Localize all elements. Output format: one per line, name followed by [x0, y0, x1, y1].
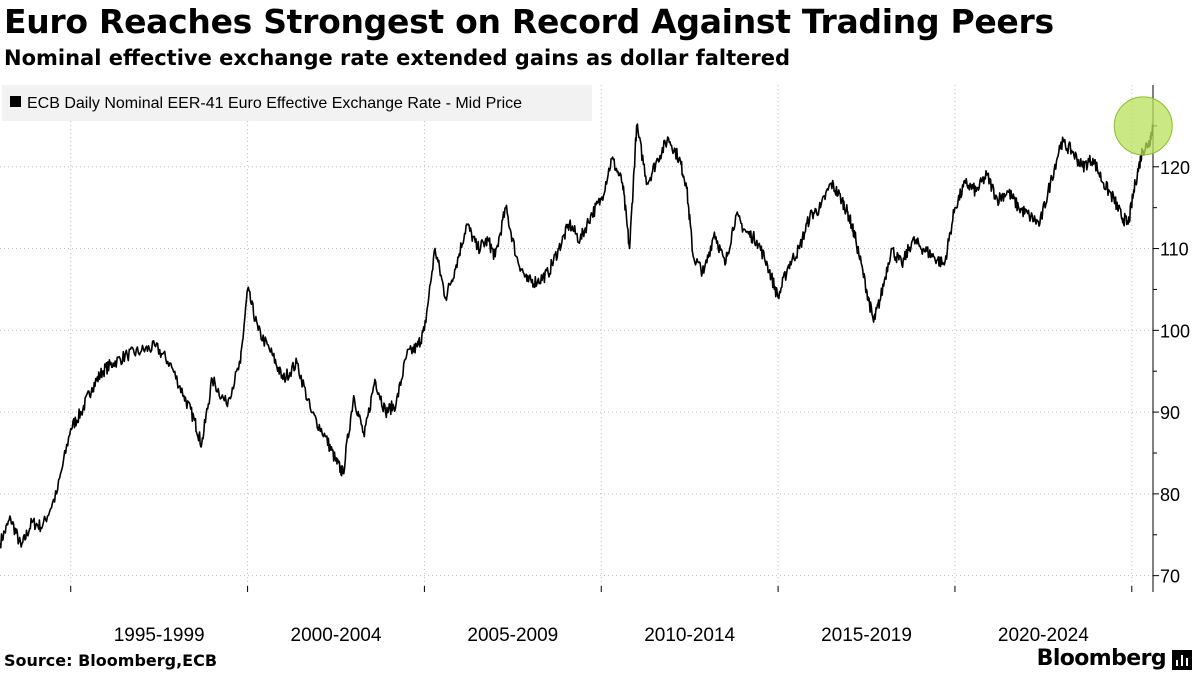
record-highlight-circle: [1113, 96, 1173, 156]
source-note: Source: Bloomberg,ECB: [4, 651, 218, 670]
chart-title: Euro Reaches Strongest on Record Against…: [4, 2, 1054, 41]
y-tick-label: 100: [1160, 321, 1190, 341]
y-axis: 70 80 90 100 110 120: [1152, 85, 1190, 592]
x-tick-label: 2000-2004: [291, 625, 382, 646]
legend-swatch: [10, 96, 21, 107]
x-tick-label: 1995-1999: [114, 625, 205, 646]
y-tick-label: 80: [1160, 485, 1180, 505]
legend-background: [2, 85, 592, 121]
x-tick-label: 2010-2014: [644, 625, 735, 646]
series: [0, 123, 1154, 549]
series-line: [0, 123, 1154, 549]
x-axis-labels: 1995-1999 2000-2004 2005-2009 2010-2014 2015…: [114, 625, 1089, 646]
y-tick-label: 70: [1160, 567, 1180, 587]
grid: [0, 85, 1153, 592]
legend: ECB Daily Nominal EER-41 Euro Effective …: [2, 85, 592, 121]
y-tick-label: 110: [1160, 240, 1189, 260]
x-tick-label: 2015-2019: [821, 625, 912, 646]
y-tick-label: 120: [1160, 158, 1190, 178]
x-tick-label: 2005-2009: [467, 625, 558, 646]
brand-logo-text: Bloomberg: [1036, 646, 1167, 671]
bloomberg-bars-icon: [1172, 650, 1192, 670]
x-tick-label: 2020-2024: [998, 625, 1089, 646]
x-axis-ticks: [70, 586, 1133, 592]
chart-subtitle: Nominal effective exchange rate extended…: [4, 46, 791, 70]
y-tick-label: 90: [1160, 403, 1180, 423]
legend-label: ECB Daily Nominal EER-41 Euro Effective …: [27, 95, 522, 112]
